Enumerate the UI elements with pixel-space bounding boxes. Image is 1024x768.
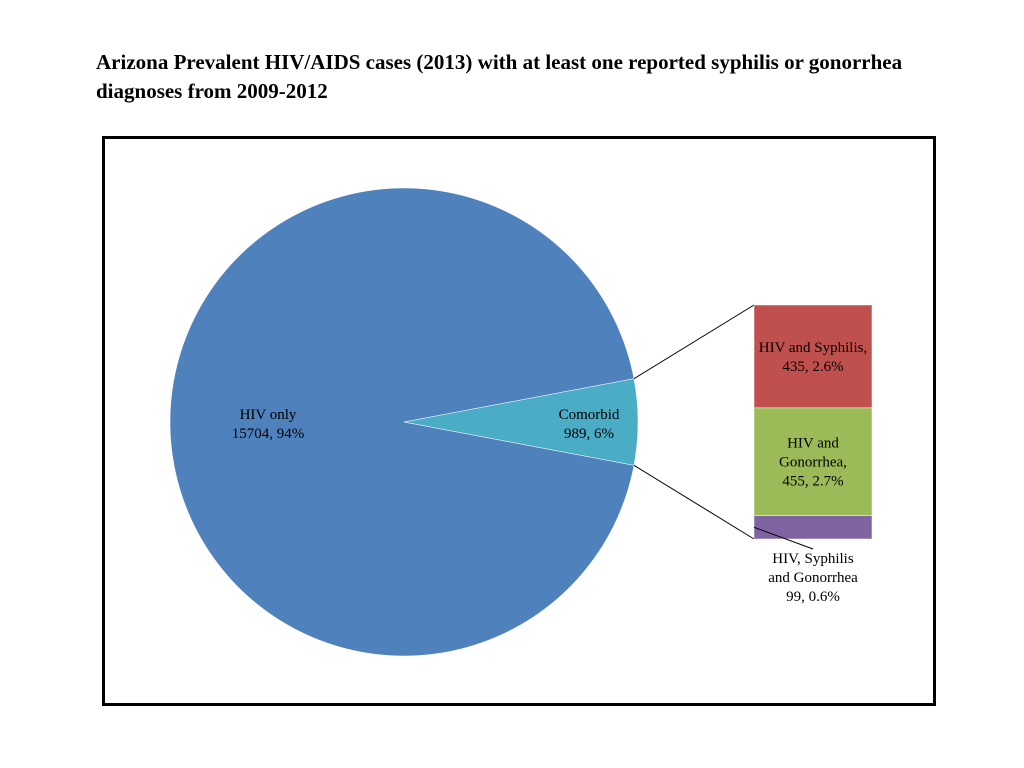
data-label-hiv-syphilis-gonorrhea: 99, 0.6% — [786, 589, 840, 605]
label-leader-line — [753, 526, 814, 550]
data-label-hiv-syphilis-gonorrhea: and Gonorrhea — [768, 570, 858, 586]
data-label-comorbid: Comorbid — [559, 407, 620, 423]
bar-segment-hiv-syphilis-gonorrhea — [753, 515, 873, 540]
data-label-hiv-only: 15704, 94% — [232, 426, 305, 442]
bar-segment-hiv-syphilis — [753, 304, 873, 409]
data-label-hiv-gonorrhea: Gonorrhea, — [779, 455, 847, 471]
connector-line-bottom — [633, 464, 755, 540]
data-label-hiv-syphilis-gonorrhea: HIV, Syphilis — [772, 551, 854, 567]
bar-segment-hiv-gonorrhea — [753, 407, 873, 516]
pie-slice-comorbid — [403, 378, 639, 466]
connector-line-top — [633, 304, 755, 380]
chart-title: Arizona Prevalent HIV/AIDS cases (2013) … — [96, 50, 903, 103]
data-label-hiv-gonorrhea: HIV and — [787, 436, 839, 452]
data-label-comorbid: 989, 6% — [564, 426, 614, 442]
data-label-hiv-gonorrhea: 455, 2.7% — [782, 474, 843, 490]
data-label-hiv-only: HIV only — [240, 407, 297, 423]
data-label-hiv-syphilis: HIV and Syphilis, — [759, 340, 867, 356]
pie-slice-hiv-only — [169, 187, 635, 657]
chart-area-frame — [102, 136, 936, 706]
data-label-hiv-syphilis: 435, 2.6% — [782, 359, 843, 375]
